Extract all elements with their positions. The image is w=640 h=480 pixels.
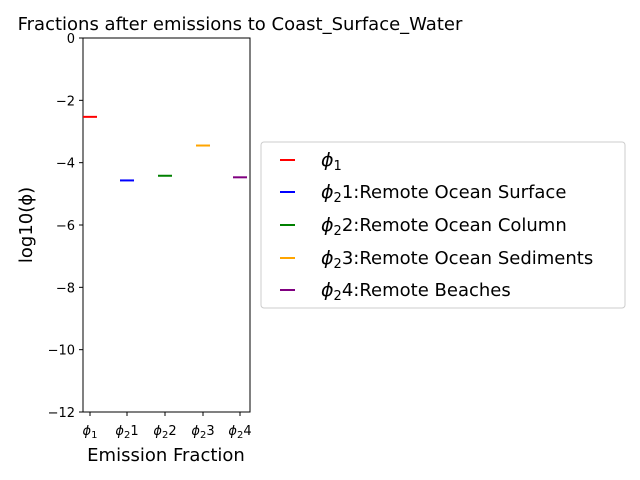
legend-frame — [260, 141, 626, 309]
legend-label: ϕ23:Remote Ocean Sediments — [321, 247, 593, 272]
data-marks — [83, 115, 247, 182]
legend-label: ϕ1 — [321, 149, 342, 174]
y-axis: 0 −2 −4 −6 −8 −10 −12 — [48, 32, 83, 421]
x-axis-label: Emission Fraction — [87, 445, 245, 466]
y-tick-label: −2 — [56, 94, 75, 109]
y-tick-label: −10 — [48, 344, 75, 359]
x-tick-label: ϕ21 — [115, 424, 138, 441]
legend: ϕ1 ϕ21:Remote Ocean Surface ϕ22:Remote Oce… — [260, 141, 626, 309]
chart-title: Fractions after emissions to Coast_Surfa… — [18, 14, 463, 35]
x-axis: ϕ1 ϕ21 ϕ22 ϕ23 ϕ24 — [83, 412, 252, 441]
y-tick-label: −4 — [56, 157, 75, 172]
x-tick-label: ϕ23 — [191, 424, 214, 441]
plot-area — [82, 37, 251, 413]
y-tick-label: 0 — [67, 32, 75, 47]
y-axis-label: log10(ϕ) — [16, 187, 37, 263]
x-tick-label: ϕ24 — [228, 424, 251, 441]
y-tick-label: −6 — [56, 219, 75, 234]
x-tick-label: ϕ1 — [83, 424, 98, 441]
legend-label: ϕ24:Remote Beaches — [321, 279, 511, 304]
legend-label: ϕ22:Remote Ocean Column — [321, 214, 567, 239]
y-tick-label: −8 — [56, 281, 75, 296]
x-tick-label: ϕ22 — [153, 424, 176, 441]
legend-label: ϕ21:Remote Ocean Surface — [321, 181, 566, 206]
y-tick-label: −12 — [48, 406, 75, 421]
